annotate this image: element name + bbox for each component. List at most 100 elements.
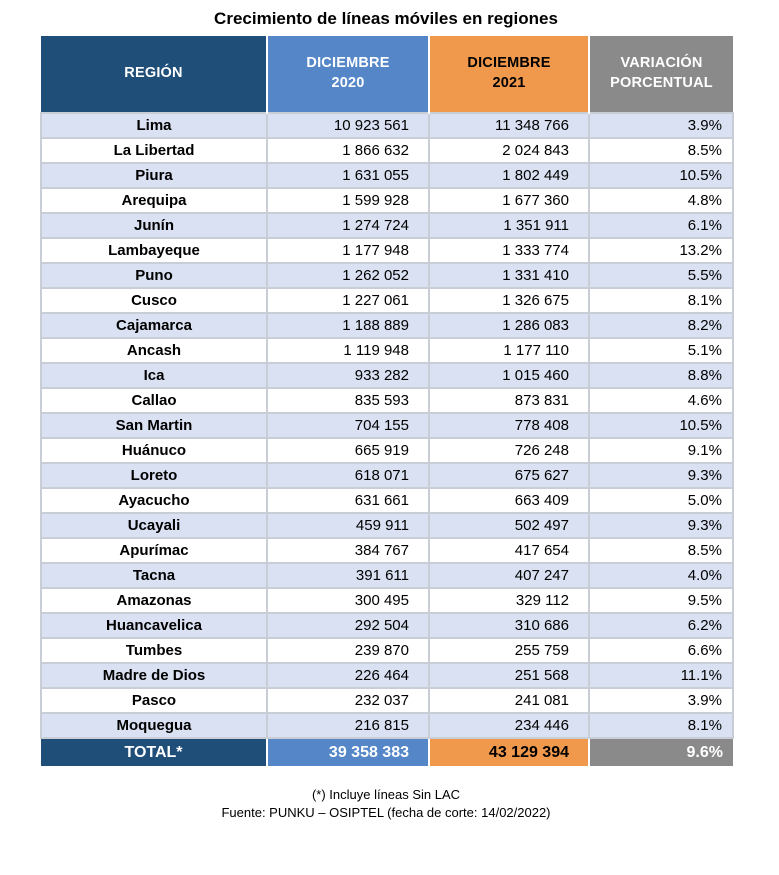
table-row: Apurímac 384 767 417 654 8.5% <box>40 537 734 564</box>
dec2021-cell: 11 348 766 <box>428 112 590 139</box>
table-row: Huánuco 665 919 726 248 9.1% <box>40 437 734 464</box>
region-cell: Callao <box>40 387 268 414</box>
region-cell: Puno <box>40 262 268 289</box>
dec2021-cell: 234 446 <box>428 712 590 739</box>
dec2021-cell: 310 686 <box>428 612 590 639</box>
footnote-asterisk: (*) Incluye líneas Sin LAC <box>311 787 461 802</box>
dec2021-cell: 1 331 410 <box>428 262 590 289</box>
footnotes: (*) Incluye líneas Sin LAC Fuente: PUNKU… <box>40 786 732 821</box>
dec2020-cell: 226 464 <box>266 662 430 689</box>
variation-cell: 4.6% <box>588 387 734 414</box>
region-cell: Apurímac <box>40 537 268 564</box>
region-cell: Huánuco <box>40 437 268 464</box>
dec2021-cell: 675 627 <box>428 462 590 489</box>
table-row: Tacna 391 611 407 247 4.0% <box>40 562 734 589</box>
dec2021-cell: 417 654 <box>428 537 590 564</box>
table-footer: TOTAL* 39 358 383 43 129 394 9.6% <box>41 738 733 766</box>
table-row: Piura 1 631 055 1 802 449 10.5% <box>40 162 734 189</box>
table-row: Pasco 232 037 241 081 3.9% <box>40 687 734 714</box>
region-cell: Arequipa <box>40 187 268 214</box>
dec2021-cell: 726 248 <box>428 437 590 464</box>
dec2020-cell: 1 866 632 <box>266 137 430 164</box>
table-row: Callao 835 593 873 831 4.6% <box>40 387 734 414</box>
dec2021-cell: 1 177 110 <box>428 337 590 364</box>
dec2021-cell: 1 326 675 <box>428 287 590 314</box>
dec2020-cell: 631 661 <box>266 487 430 514</box>
dec2020-cell: 232 037 <box>266 687 430 714</box>
dec2020-cell: 216 815 <box>266 712 430 739</box>
region-cell: Amazonas <box>40 587 268 614</box>
table-row: Loreto 618 071 675 627 9.3% <box>40 462 734 489</box>
page-title: Crecimiento de líneas móviles en regione… <box>214 9 558 28</box>
variation-cell: 8.5% <box>588 137 734 164</box>
region-cell: Tumbes <box>40 637 268 664</box>
dec2020-cell: 459 911 <box>266 512 430 539</box>
table-row: Ucayali 459 911 502 497 9.3% <box>40 512 734 539</box>
dec2020-cell: 292 504 <box>266 612 430 639</box>
variation-cell: 5.5% <box>588 262 734 289</box>
column-header-variation: VARIACIÓN PORCENTUAL <box>588 36 733 113</box>
variation-cell: 6.1% <box>588 212 734 239</box>
dec2021-cell: 502 497 <box>428 512 590 539</box>
dec2021-cell: 873 831 <box>428 387 590 414</box>
column-header-dec-2020: DICIEMBRE 2020 <box>266 36 429 113</box>
region-cell: Ancash <box>40 337 268 364</box>
variation-cell: 8.1% <box>588 287 734 314</box>
region-cell: Tacna <box>40 562 268 589</box>
table-row: La Libertad 1 866 632 2 024 843 8.5% <box>40 137 734 164</box>
table-row: Junín 1 274 724 1 351 911 6.1% <box>40 212 734 239</box>
dec2020-cell: 1 227 061 <box>266 287 430 314</box>
region-cell: Moquegua <box>40 712 268 739</box>
dec2020-cell: 835 593 <box>266 387 430 414</box>
variation-cell: 8.1% <box>588 712 734 739</box>
table-row: Huancavelica 292 504 310 686 6.2% <box>40 612 734 639</box>
table-row: Ayacucho 631 661 663 409 5.0% <box>40 487 734 514</box>
region-cell: Lima <box>40 112 268 139</box>
variation-cell: 9.3% <box>588 512 734 539</box>
dec2021-cell: 407 247 <box>428 562 590 589</box>
region-cell: San Martin <box>40 412 268 439</box>
table-row: Ica 933 282 1 015 460 8.8% <box>40 362 734 389</box>
table-row: San Martin 704 155 778 408 10.5% <box>40 412 734 439</box>
table-row: Lambayeque 1 177 948 1 333 774 13.2% <box>40 237 734 264</box>
variation-cell: 5.1% <box>588 337 734 364</box>
table-body: Lima 10 923 561 11 348 766 3.9% La Libertad 1… <box>40 112 734 739</box>
region-cell: Cusco <box>40 287 268 314</box>
region-cell: Ica <box>40 362 268 389</box>
dec2021-cell: 255 759 <box>428 637 590 664</box>
variation-cell: 11.1% <box>588 662 734 689</box>
total-dec2020-cell: 39 358 383 <box>266 738 429 766</box>
region-cell: Ayacucho <box>40 487 268 514</box>
region-cell: Lambayeque <box>40 237 268 264</box>
table-header: REGIÓN DICIEMBRE 2020 DICIEMBRE 2021 VAR… <box>41 36 733 113</box>
variation-cell: 4.0% <box>588 562 734 589</box>
dec2021-cell: 241 081 <box>428 687 590 714</box>
variation-cell: 5.0% <box>588 487 734 514</box>
dec2020-cell: 1 274 724 <box>266 212 430 239</box>
region-cell: Pasco <box>40 687 268 714</box>
dec2021-cell: 663 409 <box>428 487 590 514</box>
dec2020-cell: 933 282 <box>266 362 430 389</box>
variation-cell: 8.5% <box>588 537 734 564</box>
table-row: Madre de Dios 226 464 251 568 11.1% <box>40 662 734 689</box>
dec2020-cell: 239 870 <box>266 637 430 664</box>
dec2020-cell: 300 495 <box>266 587 430 614</box>
dec2020-cell: 1 599 928 <box>266 187 430 214</box>
region-cell: Cajamarca <box>40 312 268 339</box>
region-cell: Madre de Dios <box>40 662 268 689</box>
dec2020-cell: 1 119 948 <box>266 337 430 364</box>
column-header-region: REGIÓN <box>41 36 267 113</box>
dec2020-cell: 391 611 <box>266 562 430 589</box>
column-header-dec-2021: DICIEMBRE 2021 <box>428 36 589 113</box>
footnote-source: Fuente: PUNKU – OSIPTEL (fecha de corte:… <box>221 804 551 820</box>
total-label-cell: TOTAL* <box>41 738 267 766</box>
variation-cell: 9.1% <box>588 437 734 464</box>
dec2021-cell: 329 112 <box>428 587 590 614</box>
variation-cell: 8.2% <box>588 312 734 339</box>
table-row: Amazonas 300 495 329 112 9.5% <box>40 587 734 614</box>
variation-cell: 6.6% <box>588 637 734 664</box>
region-cell: Huancavelica <box>40 612 268 639</box>
dec2020-cell: 1 631 055 <box>266 162 430 189</box>
region-cell: Loreto <box>40 462 268 489</box>
table-row: Lima 10 923 561 11 348 766 3.9% <box>40 112 734 139</box>
